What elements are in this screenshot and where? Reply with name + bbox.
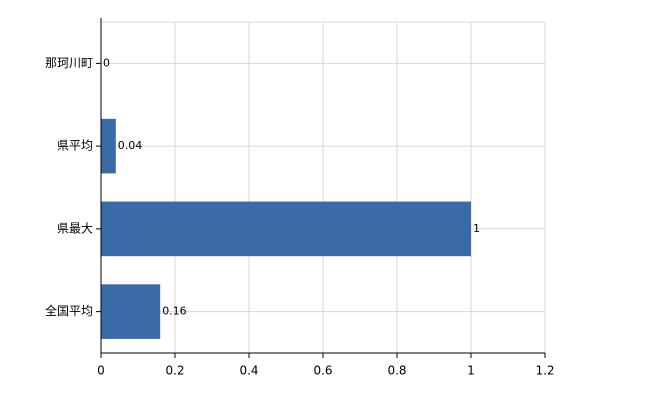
value-label: 0: [103, 56, 110, 69]
x-tick-label: 0.6: [313, 364, 332, 378]
y-tick-label: 全国平均: [45, 303, 93, 318]
x-tick-label: 1.2: [535, 364, 554, 378]
x-tick-label: 1: [467, 364, 475, 378]
x-tick-label: 0.4: [239, 364, 258, 378]
x-tick-label: 0: [97, 364, 105, 378]
bar: [101, 284, 161, 339]
x-tick-label: 0.8: [387, 364, 406, 378]
value-label: 1: [473, 222, 480, 235]
bar: [101, 118, 116, 174]
value-label: 0.16: [162, 305, 187, 318]
y-tick-label: 県最大: [57, 221, 93, 235]
y-tick-label: 県平均: [57, 139, 93, 153]
bar: [101, 201, 471, 257]
value-label: 0.04: [118, 139, 143, 152]
y-tick-label: 那珂川町: [45, 56, 93, 70]
x-tick-label: 0.2: [165, 364, 184, 378]
